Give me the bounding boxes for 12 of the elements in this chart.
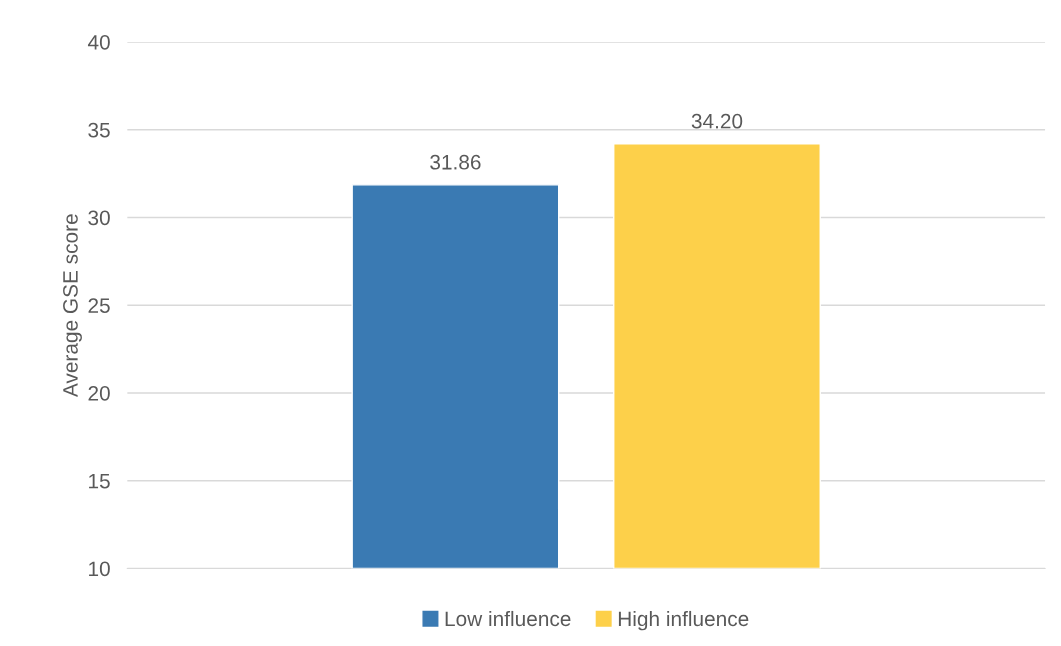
legend-label: Low influence [445, 610, 571, 627]
y-tick-label: 10 [89, 561, 110, 577]
y-tick-label: 20 [88, 385, 110, 401]
y-tick-label: 25 [88, 298, 110, 313]
data-label: 31.86 [430, 154, 481, 170]
y-axis-title: Average GSE score [63, 214, 82, 398]
y-tick-label: 15 [89, 473, 110, 489]
y-tick-label: 40 [87, 34, 110, 50]
y-tick-label: 35 [88, 122, 110, 138]
y-tick-label: 30 [88, 210, 110, 226]
data-label: 34.20 [691, 113, 743, 129]
legend-label: High influence [618, 610, 749, 631]
